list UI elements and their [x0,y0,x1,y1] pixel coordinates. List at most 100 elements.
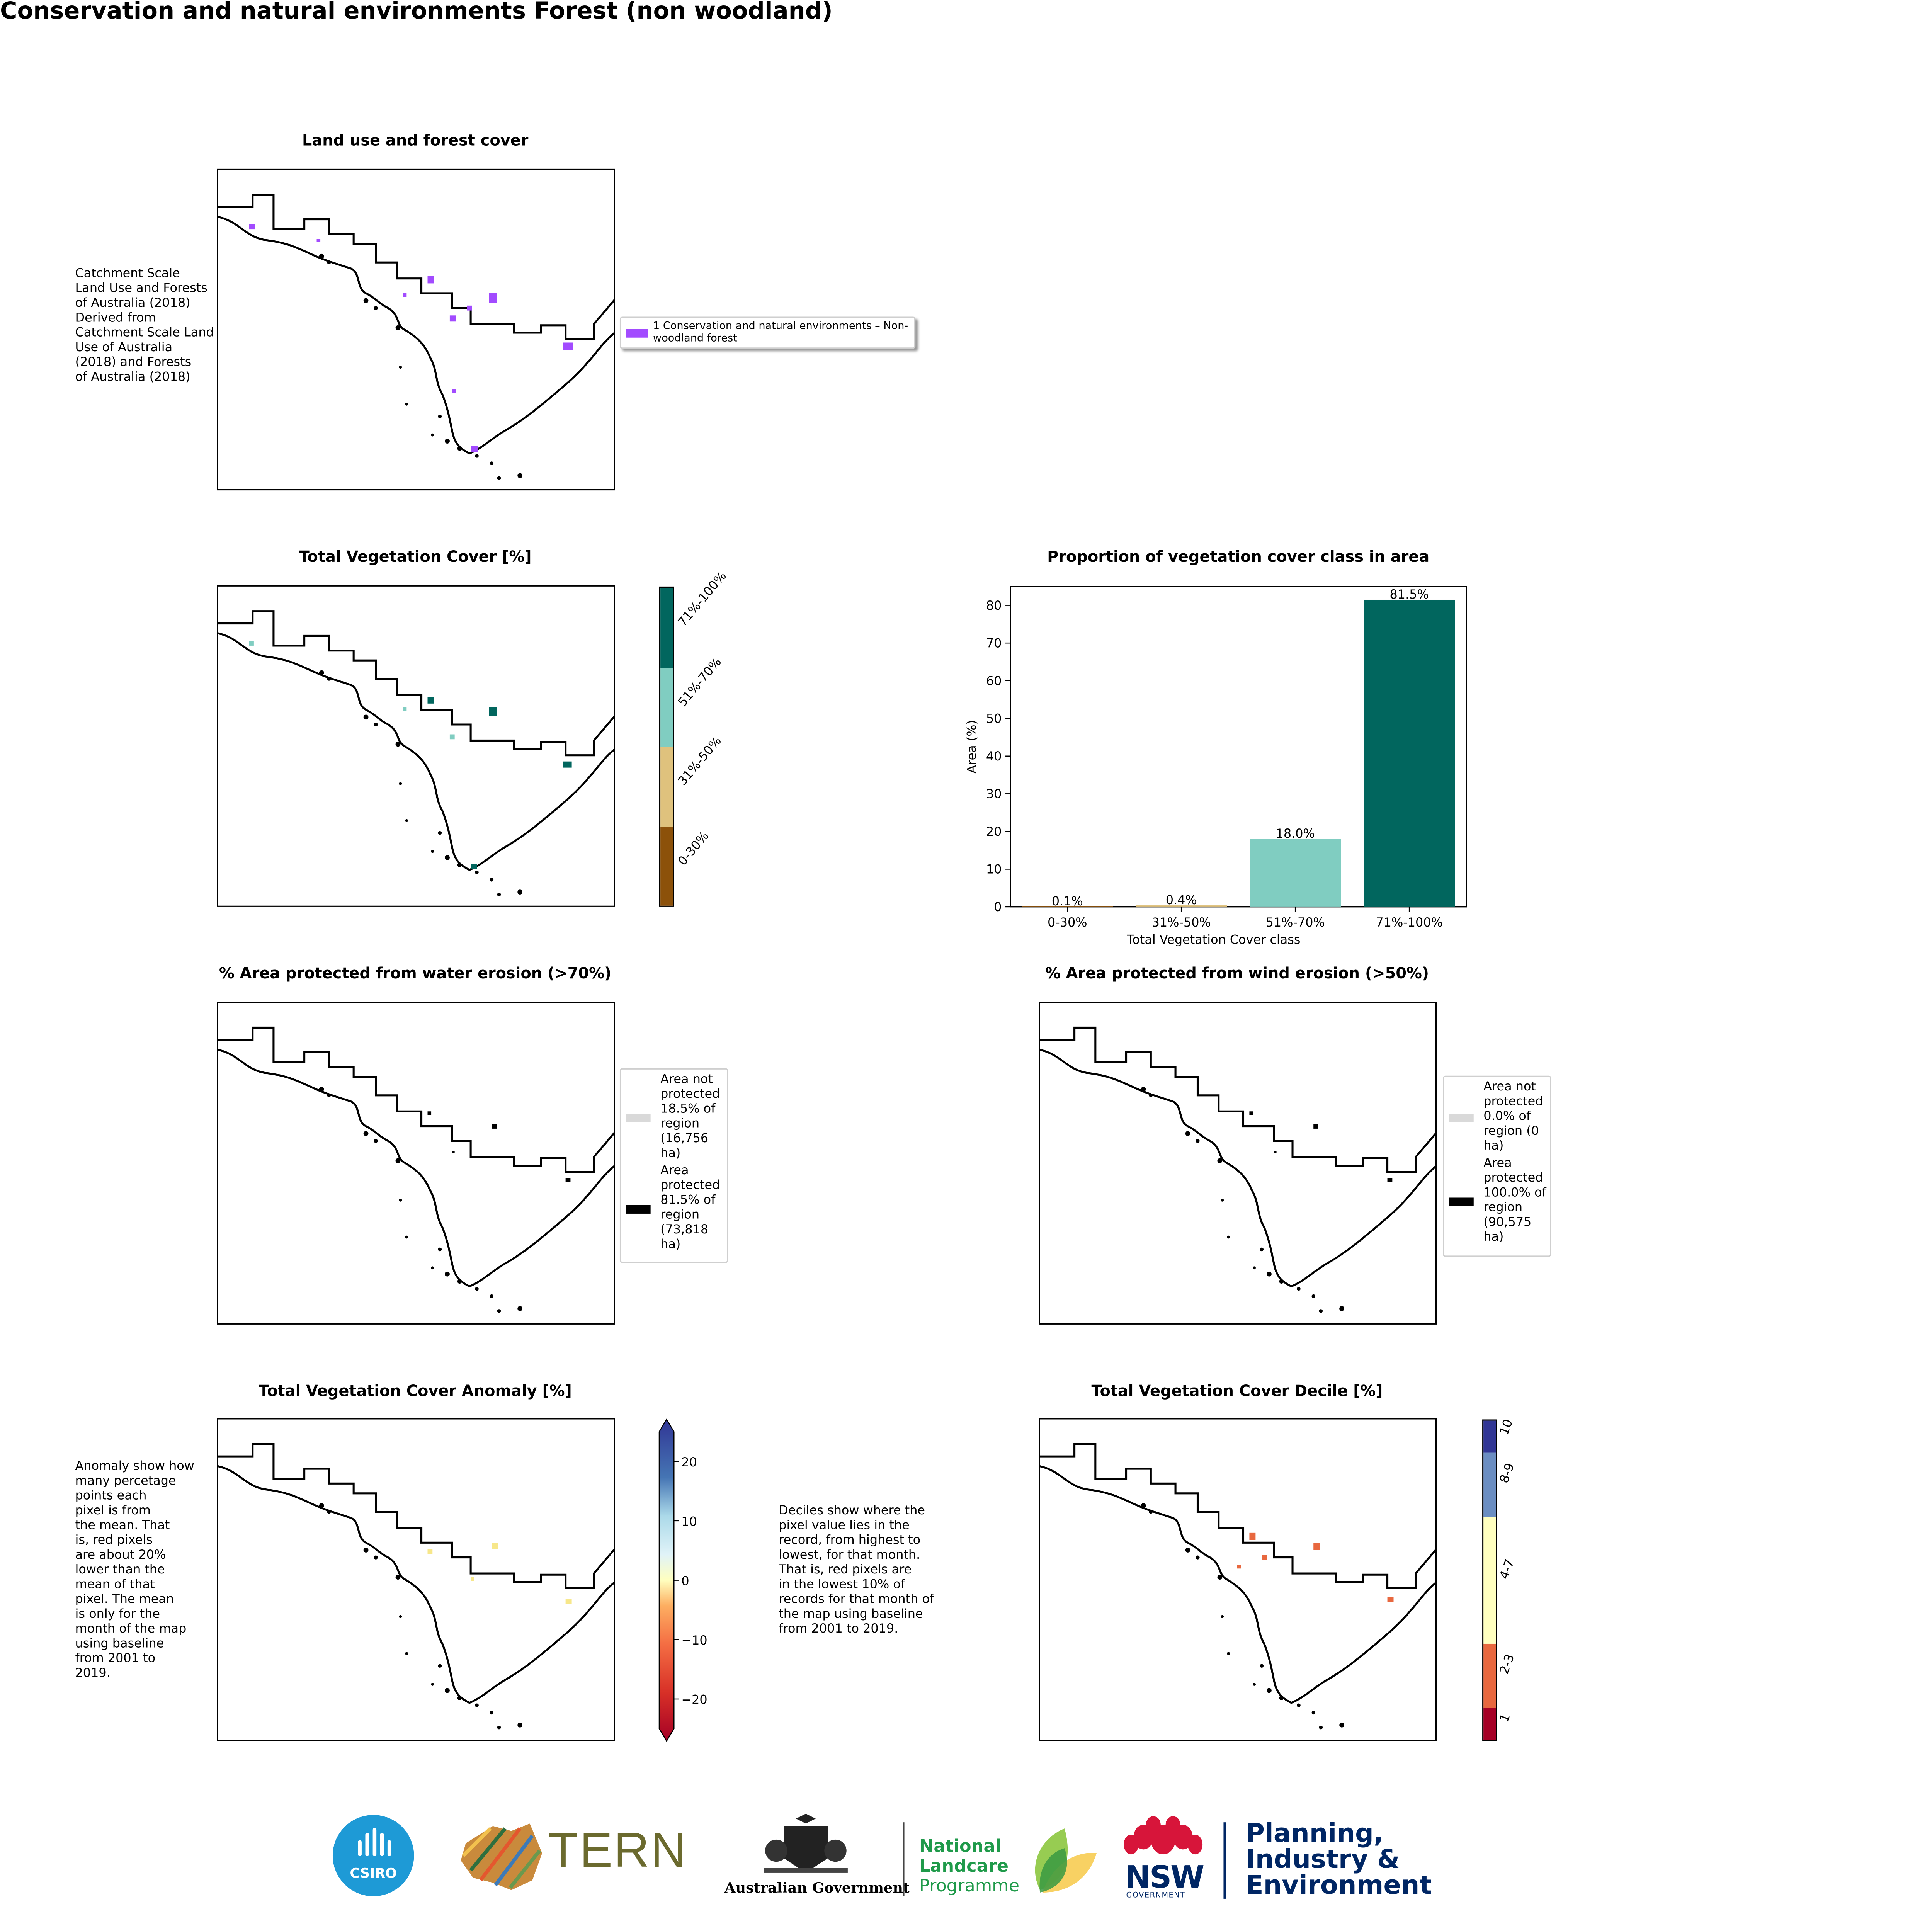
y-tick-label: 30 [986,786,1002,801]
planning-line-2: Industry & [1245,1844,1400,1874]
colorbar-segment [660,747,673,827]
y-tick-label: 80 [986,598,1002,613]
page-title: Conservation and natural environments Fo… [0,0,833,25]
legend-swatch [1449,1197,1474,1206]
decile-colorbar-segment [1483,1452,1496,1517]
anomaly-colorbar: 20 10 0 −10 −20 [658,1418,707,1742]
colorbar-tick-label: 0-30% [676,829,712,869]
legend-entry: Area not protected 0.0% of region (0 ha) [1444,1081,1550,1155]
nsw-government-text: GOVERNMENT [1126,1891,1185,1900]
land-use-legend-swatch [626,328,648,337]
land-use-pixels [249,224,573,452]
legend-label: Area protected 81.5% of region (73,818 h… [660,1164,720,1252]
decile-colorbar-segment [1483,1420,1496,1453]
bar-data-label: 81.5% [1390,587,1429,602]
decile-colorbar-tick-label: 8-9 [1498,1461,1518,1485]
legend-swatch [626,1204,651,1213]
legend-entry: Area not protected 18.5% of region (16,7… [621,1073,727,1162]
x-tick-label: 31%-50% [1152,915,1211,930]
national-landcare-logo: National Landcare Programme [919,1837,1019,1896]
decile-colorbar-tick-label: 4-7 [1498,1557,1518,1581]
y-tick-label: 0 [994,900,1002,914]
planning-line-1: Planning, [1245,1818,1384,1849]
colorbar-tick-label: 71%-100% [676,570,730,630]
decile-colorbar-tick-label: 2-3 [1498,1653,1518,1677]
legend-swatch [626,1113,651,1122]
y-tick-label: 40 [986,749,1002,764]
coat-of-arms-icon [759,1813,852,1883]
bar [1136,905,1227,907]
landcare-line-2: Landcare [919,1857,1009,1877]
tern-logo [456,1819,548,1904]
anomaly-map [217,1418,615,1741]
legend-label: Area not protected 0.0% of region (0 ha) [1483,1080,1543,1153]
planning-line-3: Environment [1245,1870,1432,1900]
legend-entry: Area protected 100.0% of region (90,575 … [1444,1157,1550,1246]
bar [1250,839,1341,907]
decile-colorbar-segment [1483,1708,1496,1740]
tvc-map [217,585,615,907]
decile-title: Total Vegetation Cover Decile [%] [1091,1381,1383,1400]
logo-divider [903,1822,905,1896]
nsw-divider [1223,1822,1226,1899]
tvc-title: Total Vegetation Cover [%] [299,547,532,566]
decile-description: Deciles show where the pixel value lies … [779,1504,934,1636]
bar [1364,599,1455,907]
land-use-legend: 1 Conservation and natural environments … [619,316,916,349]
tvc-colorbar [659,586,674,907]
tvc-colorbar-labels: 0-30% 31%-50% 51%-70% 71%-100% [676,570,763,907]
land-use-title: Land use and forest cover [302,131,529,149]
y-tick-label: 20 [986,824,1002,839]
anomaly-tick-label: 0 [681,1573,689,1588]
land-use-description: Catchment Scale Land Use and Forests of … [75,267,214,384]
legend-label: Area protected 100.0% of region (90,575 … [1483,1157,1546,1245]
colorbar-segment [660,667,673,747]
land-use-map [217,168,615,491]
x-tick-label: 71%-100% [1376,915,1442,930]
wind-erosion-legend: Area not protected 0.0% of region (0 ha)… [1443,1075,1551,1257]
decile-map [1039,1418,1437,1741]
decile-colorbar-segment [1483,1644,1496,1708]
y-axis-label: Area (%) [964,720,979,774]
water-erosion-title: % Area protected from water erosion (>70… [219,963,612,982]
colorbar-tick-label: 51%-70% [676,655,725,710]
csiro-logo: CSIRO [332,1815,414,1896]
legend-label: Area not protected 18.5% of region (16,7… [660,1073,720,1161]
anomaly-description: Anomaly show how many percetage points e… [75,1460,194,1681]
wind-erosion-title: % Area protected from wind erosion (>50%… [1045,963,1429,982]
y-tick-label: 60 [986,673,1002,688]
y-tick-label: 50 [986,711,1002,726]
decile-colorbar-segment [1483,1516,1496,1644]
bar-data-label: 0.1% [1052,894,1083,908]
decile-colorbar-tick-label: 10 [1498,1417,1516,1437]
bar-chart: 0 10 20 30 40 50 60 70 80 0-30% 0.1% 31%-50% 0.4% 51%… [964,586,1467,947]
tern-logo-text: TERN [548,1823,687,1878]
x-tick-label: 0-30% [1048,915,1087,930]
colorbar-tick-label: 31%-50% [676,735,725,789]
landcare-leaf-icon [1015,1821,1102,1902]
x-axis-label: Total Vegetation Cover class [1126,932,1300,947]
water-erosion-map [217,1002,615,1325]
landcare-line-1: National [919,1837,1001,1857]
plot-frame [1010,586,1467,908]
y-tick-label: 70 [986,636,1002,650]
decile-colorbar-tick-label: 1 [1498,1712,1514,1725]
legend-entry: Area protected 81.5% of region (73,818 h… [621,1164,727,1253]
legend-swatch [1449,1113,1474,1122]
x-tick-label: 51%-70% [1266,915,1325,930]
wind-erosion-map [1039,1002,1437,1325]
csiro-logo-text: CSIRO [350,1865,397,1882]
nsw-waratah-icon [1124,1815,1203,1867]
decile-colorbar-labels: 1 2-3 4-7 8-9 10 [1498,1417,1549,1741]
bar [1022,906,1113,907]
anomaly-tick-label: 20 [681,1455,697,1469]
land-use-legend-label: 1 Conservation and natural environments … [653,320,908,345]
nsw-logo-text: NSW [1125,1859,1204,1895]
anomaly-tick-label: 10 [681,1514,697,1529]
anomaly-title: Total Vegetation Cover Anomaly [%] [259,1381,572,1400]
landcare-line-3: Programme [919,1876,1020,1896]
anomaly-tick-label: −10 [681,1633,707,1648]
bar-chart-title: Proportion of vegetation cover class in … [1047,547,1430,566]
bar-data-label: 18.0% [1276,826,1315,841]
water-erosion-legend: Area not protected 18.5% of region (16,7… [619,1068,728,1263]
